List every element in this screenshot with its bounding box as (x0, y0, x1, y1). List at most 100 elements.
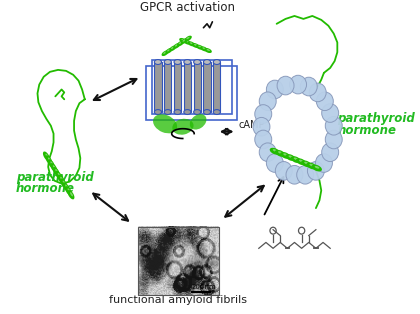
Ellipse shape (178, 42, 182, 44)
Ellipse shape (299, 160, 304, 162)
Bar (213, 62, 221, 112)
Ellipse shape (169, 46, 176, 51)
Ellipse shape (194, 60, 201, 64)
Ellipse shape (213, 60, 221, 64)
Ellipse shape (301, 160, 312, 167)
Ellipse shape (163, 51, 166, 54)
Text: hormone: hormone (337, 124, 396, 137)
Ellipse shape (196, 45, 203, 50)
Circle shape (325, 116, 342, 135)
Ellipse shape (60, 178, 67, 188)
Circle shape (325, 130, 342, 149)
Circle shape (253, 117, 270, 136)
Ellipse shape (207, 49, 210, 51)
Circle shape (255, 130, 272, 149)
Ellipse shape (275, 150, 285, 157)
Ellipse shape (172, 119, 194, 135)
Ellipse shape (184, 60, 191, 64)
Ellipse shape (186, 41, 189, 43)
Text: parathyroid: parathyroid (16, 171, 94, 184)
Ellipse shape (55, 171, 62, 180)
Ellipse shape (68, 190, 74, 199)
Bar (184, 62, 191, 112)
Bar (164, 62, 171, 112)
Circle shape (275, 161, 292, 180)
Ellipse shape (177, 41, 184, 46)
Ellipse shape (65, 186, 72, 196)
Ellipse shape (184, 110, 191, 115)
Ellipse shape (48, 158, 51, 162)
Text: parathyroid: parathyroid (337, 112, 415, 125)
Circle shape (307, 161, 324, 180)
Ellipse shape (53, 165, 56, 169)
Ellipse shape (165, 48, 173, 54)
Ellipse shape (171, 46, 174, 49)
Ellipse shape (194, 44, 197, 46)
Ellipse shape (270, 148, 280, 155)
Ellipse shape (294, 158, 298, 160)
Ellipse shape (164, 60, 171, 64)
Bar (152, 60, 232, 114)
Ellipse shape (202, 47, 206, 49)
Ellipse shape (185, 36, 192, 41)
Ellipse shape (198, 46, 202, 48)
Ellipse shape (181, 38, 188, 44)
Ellipse shape (174, 60, 181, 64)
Ellipse shape (50, 161, 53, 165)
Ellipse shape (63, 181, 66, 185)
Ellipse shape (164, 110, 171, 115)
Circle shape (259, 92, 276, 111)
Circle shape (315, 154, 332, 172)
Text: 200nm: 200nm (192, 284, 216, 290)
Circle shape (259, 143, 276, 161)
Ellipse shape (181, 39, 185, 41)
Ellipse shape (63, 182, 70, 192)
Ellipse shape (55, 169, 58, 173)
Ellipse shape (70, 192, 73, 196)
Bar (194, 62, 201, 112)
Text: cAMP: cAMP (238, 120, 265, 130)
Circle shape (322, 143, 339, 161)
Circle shape (255, 105, 272, 123)
Ellipse shape (310, 164, 314, 166)
Ellipse shape (60, 177, 63, 181)
Ellipse shape (68, 188, 71, 192)
Ellipse shape (155, 60, 162, 64)
Ellipse shape (296, 158, 306, 165)
Ellipse shape (273, 149, 278, 152)
Ellipse shape (304, 162, 309, 165)
Ellipse shape (153, 114, 177, 133)
Ellipse shape (190, 114, 207, 130)
Circle shape (309, 83, 326, 102)
Ellipse shape (65, 185, 68, 189)
Ellipse shape (48, 159, 55, 169)
Ellipse shape (58, 175, 65, 184)
Circle shape (297, 165, 314, 184)
Ellipse shape (43, 151, 50, 161)
Ellipse shape (45, 154, 48, 158)
Circle shape (300, 77, 317, 96)
Ellipse shape (203, 60, 210, 64)
Text: hormone: hormone (16, 182, 75, 195)
Text: GPCR activation: GPCR activation (140, 1, 235, 14)
Ellipse shape (173, 43, 180, 49)
Ellipse shape (200, 46, 207, 51)
Ellipse shape (291, 156, 301, 163)
Ellipse shape (280, 152, 291, 159)
Bar (146, 66, 237, 120)
Ellipse shape (175, 44, 178, 46)
Ellipse shape (306, 162, 317, 169)
Circle shape (266, 80, 284, 99)
Ellipse shape (50, 163, 57, 172)
Ellipse shape (213, 110, 221, 115)
Ellipse shape (167, 49, 170, 51)
Ellipse shape (190, 42, 193, 44)
Text: functional amyloid fibrils: functional amyloid fibrils (110, 295, 247, 305)
Ellipse shape (162, 50, 168, 56)
Ellipse shape (188, 41, 195, 46)
Bar (138, 227, 219, 295)
Ellipse shape (45, 155, 52, 165)
Bar (174, 62, 181, 112)
Ellipse shape (184, 40, 191, 45)
Ellipse shape (286, 154, 296, 161)
